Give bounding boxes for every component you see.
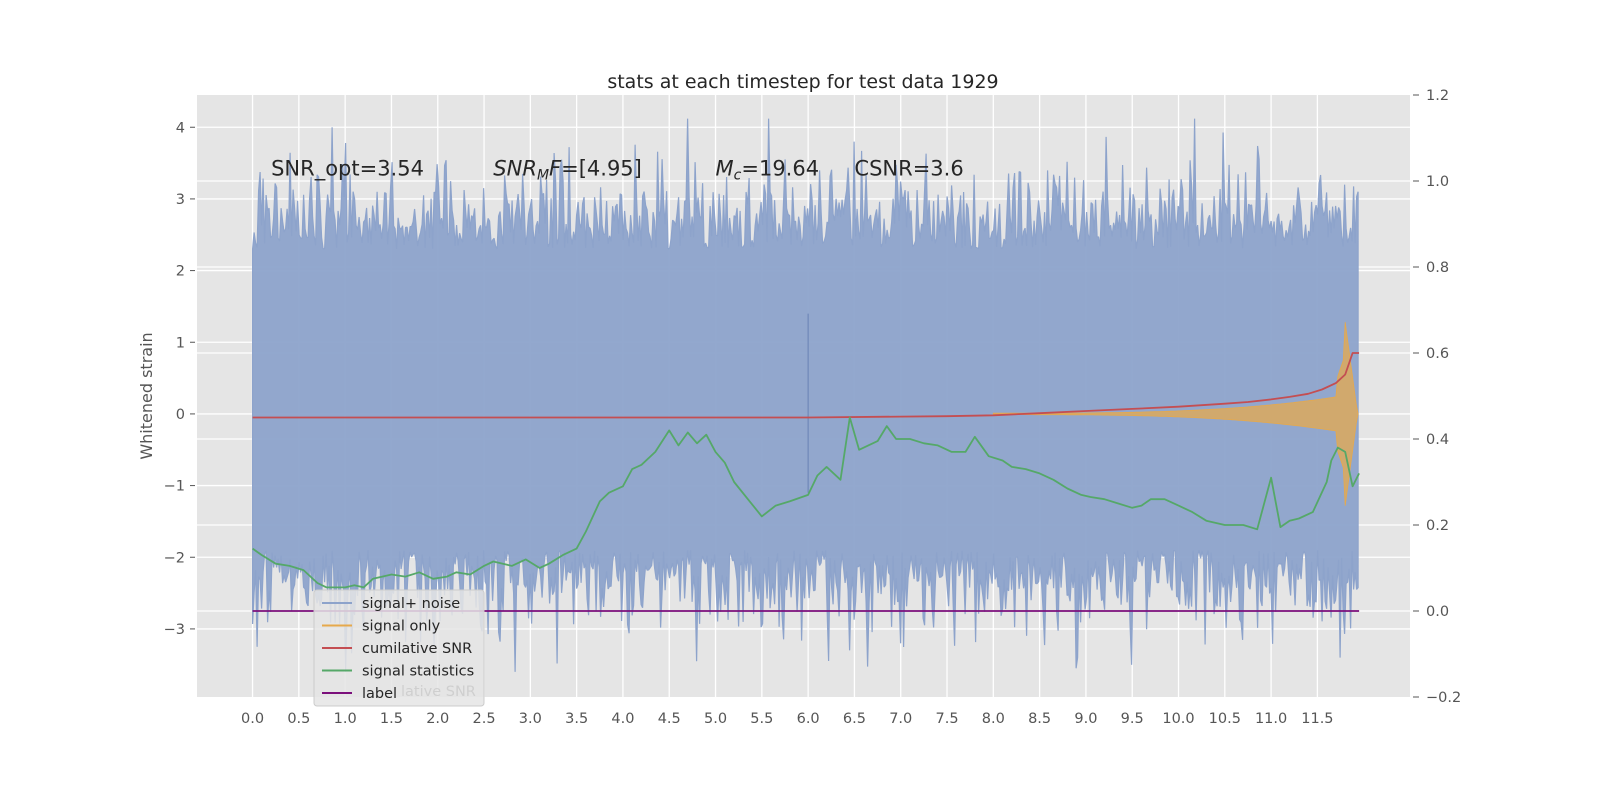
signal-noise-band [252, 118, 1359, 672]
x-tick-label: 11.0 [1255, 711, 1287, 727]
x-tick-label: 4.0 [611, 711, 634, 727]
legend: lative SNR signal+ noise signal only cumila… [313, 589, 485, 707]
cumilative-snr-line [252, 352, 1360, 419]
signal-noise-series [252, 118, 1359, 672]
y2-tick-label: 0.4 [1426, 432, 1449, 448]
y-axis-left: −3 −2 −1 0 1 2 3 4 [164, 120, 195, 638]
x-tick-label: 6.5 [843, 711, 866, 727]
x-tick-label: 4.5 [658, 711, 681, 727]
x-tick-label: 10.5 [1209, 711, 1241, 727]
legend-box [313, 589, 485, 707]
y-tick-label: 2 [176, 264, 185, 280]
y-tick-label: 0 [176, 407, 185, 423]
legend-label: cumilative SNR [362, 641, 472, 657]
x-tick-label: 2.0 [426, 711, 449, 727]
x-tick-label: 2.5 [473, 711, 496, 727]
legend-label: signal+ noise [362, 596, 460, 612]
x-tick-label: 1.5 [380, 711, 403, 727]
x-tick-label: 0.0 [241, 711, 264, 727]
x-tick-label: 3.5 [565, 711, 588, 727]
signal-only-series [992, 322, 1359, 506]
y-axis-right: −0.2 0.0 0.2 0.4 0.6 0.8 1.0 1.2 [1413, 88, 1461, 706]
x-tick-label: 0.5 [287, 711, 310, 727]
y-axis-label: Whitened strain [137, 332, 156, 459]
y2-tick-label: 0.0 [1426, 604, 1449, 620]
legend-label: label [362, 686, 397, 702]
annotation-text: SNRMF=[4.95] [493, 156, 642, 183]
annotation-text: CSNR=3.6 [854, 156, 963, 180]
annotations: SNR_opt=3.54 SNRMF=[4.95] Mc=19.64 CSNR=3.6 [271, 156, 964, 183]
y2-tick-label: 1.0 [1426, 174, 1449, 190]
x-tick-label: 5.5 [750, 711, 773, 727]
annotation-text: Mc=19.64 [716, 156, 820, 183]
y2-tick-label: 0.2 [1426, 518, 1449, 534]
chart-title: stats at each timestep for test data 192… [607, 71, 998, 93]
x-axis: 0.0 0.5 1.0 1.5 2.0 2.5 3.0 3.5 4.0 4.5 5.0 5.5 6.0 6… [241, 711, 1334, 727]
x-tick-label: 5.0 [704, 711, 727, 727]
legend-label: signal only [362, 619, 441, 635]
legend-ghost-text: lative SNR [401, 684, 476, 700]
y-tick-label: −2 [164, 550, 185, 566]
y-tick-label: −3 [164, 622, 185, 638]
signal-only-chirp [992, 322, 1359, 506]
x-tick-label: 7.5 [935, 711, 958, 727]
y-tick-label: 1 [176, 335, 185, 351]
x-tick-label: 8.5 [1028, 711, 1051, 727]
y2-tick-label: 0.8 [1426, 260, 1449, 276]
y-tick-label: −1 [164, 479, 185, 495]
y-tick-label: 3 [176, 192, 185, 208]
x-tick-label: 1.0 [334, 711, 357, 727]
x-tick-label: 9.5 [1121, 711, 1144, 727]
y2-tick-label: 0.6 [1426, 346, 1449, 362]
x-tick-label: 8.0 [982, 711, 1005, 727]
x-tick-label: 3.0 [519, 711, 542, 727]
y2-tick-label: −0.2 [1426, 690, 1461, 706]
x-tick-label: 9.0 [1074, 711, 1097, 727]
x-tick-label: 10.0 [1162, 711, 1194, 727]
x-tick-label: 11.5 [1301, 711, 1333, 727]
y-tick-label: 4 [176, 120, 185, 136]
y2-tick-label: 1.2 [1426, 88, 1449, 104]
x-tick-label: 7.0 [889, 711, 912, 727]
x-tick-label: 6.0 [797, 711, 820, 727]
legend-label: signal statistics [362, 664, 474, 680]
signal-statistics-line [252, 416, 1360, 589]
annotation-text: SNR_opt=3.54 [271, 156, 424, 181]
